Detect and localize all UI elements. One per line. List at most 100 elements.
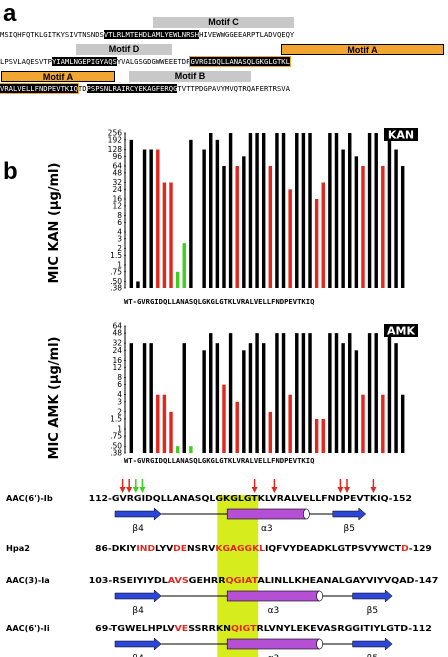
amk-bar-l-23 [281,333,286,453]
amk-bar-g-4 [156,394,160,453]
panel-a-label: a [3,0,17,27]
kan-bar-g-1 [136,281,140,288]
kan-bar-v-37 [374,133,378,288]
amk-bar-g-20 [261,343,266,453]
amk-bar-r-25 [295,333,299,453]
amk-bar-l-15 [228,333,233,453]
red-arrow-icon-head [337,487,344,493]
amk-bar-d-34 [354,350,359,453]
amk-bar-v-28 [314,418,319,453]
kan-bar-q-41 [400,165,405,288]
motif-d-seq: YIAMLNGEPIGYAQS [51,57,117,66]
kan-bar-r-25 [295,133,299,288]
motif-b-label: Motif B [129,71,251,82]
amk-ytick-label: 12 [112,363,122,372]
amk-bar-t-21 [268,411,273,453]
amk-x-sequence: WT-GVRGIDQLLANASQLGKGLGTKLVRALVELLFNDPEV… [124,456,315,465]
kan-ytick-label: 1 [117,260,122,269]
green-arrow-icon-head [132,487,139,493]
ss-label: β5 [344,524,355,534]
kan-bar-l-31 [334,133,339,288]
amk-bar-i-5 [162,394,167,453]
amk-bar-e-29 [321,418,325,453]
amk-ytick-label: 24 [112,346,122,355]
amk-bar-l-8 [182,343,186,453]
amk-bar-p-35 [361,394,365,453]
motif-highlight-band [217,495,259,657]
amk-bar-q-14 [222,384,226,453]
amk-bar-l-19 [255,333,259,453]
seq2-mid: YVALGSGDGWWEEETDP [116,57,191,66]
amk-bar-n-11 [202,350,206,453]
kan-bar-l-30 [328,133,332,288]
seq3-post: TVTTPDGPAVYMVQTRQAFERTRSVA [177,84,290,93]
sequence-line-2: LPSVLAQESVTPYIAMLNGEPIGYAQSYVALGSGDGWWEE… [0,56,291,67]
amk-ytick-label: 64 [112,322,122,331]
ss-label: β4 [132,654,144,657]
amk-bar-q-41 [400,394,405,453]
kan-bar-wt-0 [129,139,134,288]
amk-tag: AMK [387,325,415,338]
beta-strand-arrow [352,637,393,651]
motif-a-seq-2: VRALVELLFNDPEVTKIQ [0,83,79,94]
kan-ytick-label: 1.5 [110,251,122,260]
amk-ytick-label: 16 [112,356,122,365]
kan-bar-v-24 [288,189,292,288]
seq2-pre: LPSVLAQESVTP [0,57,52,66]
kan-ytick-label: 8 [117,211,122,220]
kan-ytick-label: 96 [112,152,122,161]
kan-ytick-label: 2 [117,244,122,253]
sequence-line-3: VRALVELLFNDPEVTKIQTDPSPSNLRAIRCYEKAGFERQ… [0,83,290,94]
amk-bar-k-17 [242,350,246,453]
amk-bar-t-38 [381,394,385,453]
kan-bar-i-40 [394,149,398,288]
amk-bar-wt-0 [129,343,134,453]
kan-bar-g-4 [156,149,160,288]
red-arrow-icon-head [344,487,350,493]
amk-mic-chart: MIC AMK (μg/ml) 644832241612864321.51.75… [47,322,418,460]
kan-mic-chart: MIC KAN (μg/ml) 256192128966448322416128… [47,128,418,293]
red-arrow-icon-head [119,487,126,493]
amk-bar-a-26 [301,333,306,453]
alpha-helix-end [316,638,323,650]
amk-bar-e-36 [367,333,372,453]
ss-label: α3 [268,606,280,616]
amk-bar-q-7 [175,446,180,453]
kan-ytick-label: .50 [110,277,122,286]
kan-bar-t-38 [381,165,385,288]
red-arrow-icon-head [370,487,377,493]
amk-bar-v-37 [374,333,378,453]
amk-bar-k-22 [275,333,279,453]
kan-y-ticks: 25619212896644832241612864321.51.75.50.3… [108,129,126,293]
kan-bar-d-34 [354,156,359,288]
kan-bar-g-18 [248,133,253,288]
kan-bar-a-12 [209,133,213,288]
kan-bar-q-7 [175,271,180,288]
kan-bar-e-36 [367,133,372,288]
sequence-line-1: MSIQHFQTKLGITKYSIVTNSNDSVTLRLMTEHDLAMLYE… [0,30,294,39]
red-arrow-icon-head [126,487,133,493]
amk-bar-a-12 [209,333,213,453]
red-arrow-icon-head [271,487,278,493]
amk-ytick-label: 4 [117,390,122,399]
kan-ytick-label: 3 [117,234,122,243]
kan-bar-v-2 [142,149,147,288]
amk-bar-n-33 [348,333,352,453]
beta-strand-arrow [114,589,162,603]
alpha-helix-end [303,508,310,520]
kan-bar-v-28 [314,198,319,288]
amk-ytick-label: 2 [117,407,122,416]
alpha-helix-cylinder [226,590,320,602]
amk-bar-l-31 [334,333,339,453]
motif-a-label-2: Motif A [1,71,115,82]
amk-y-axis-label: MIC AMK (μg/ml) [47,337,62,460]
beta-strand-arrow [114,507,162,521]
amk-bar-s-13 [215,343,220,453]
kan-tag-box [384,128,418,141]
green-arrow-icon-head [139,487,146,493]
alignment-row-sequence: 69- TGWELHPLVVESSRRKNQIGTRLVNYLEKEVASRGGI… [95,623,432,633]
kan-bar-q-14 [222,165,226,288]
seq1-post: HIVEWWGGEEARPTLADVQEQY [199,30,295,39]
